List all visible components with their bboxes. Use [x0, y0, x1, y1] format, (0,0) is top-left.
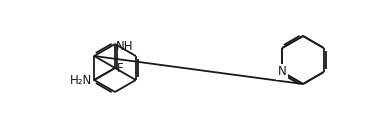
Text: N: N: [278, 66, 286, 78]
Text: H₂N: H₂N: [70, 73, 92, 86]
Text: NH: NH: [116, 40, 134, 53]
Text: F: F: [117, 61, 124, 75]
